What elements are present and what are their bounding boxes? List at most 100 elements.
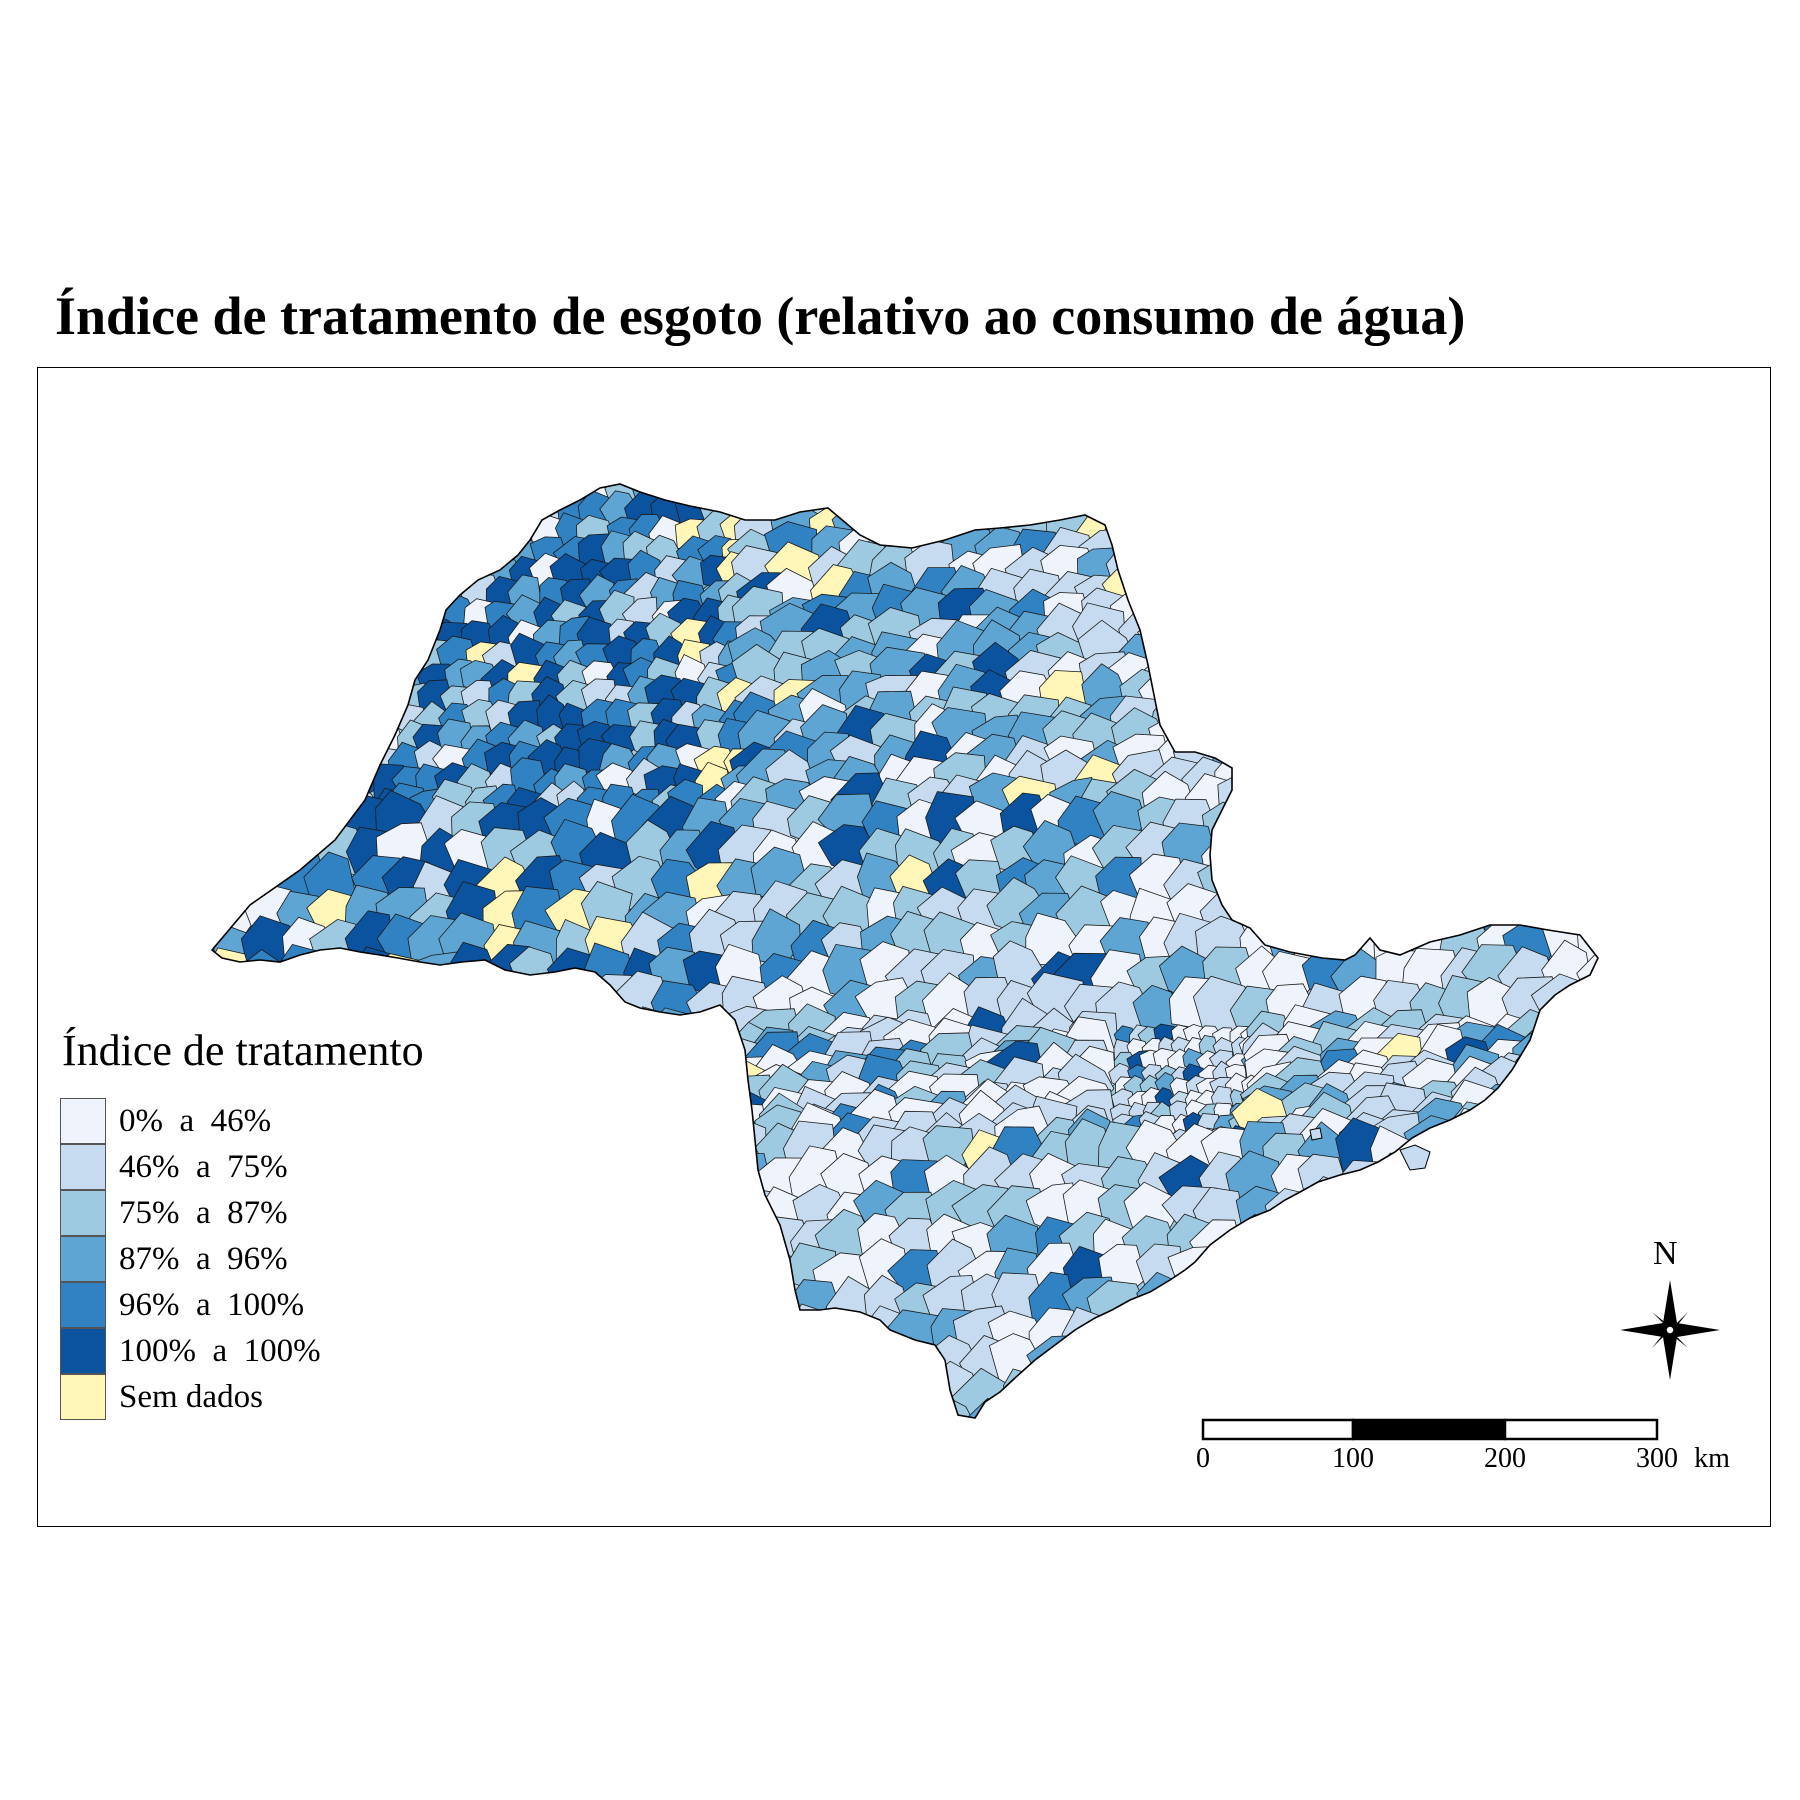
municipality-area bbox=[434, 484, 475, 514]
municipality-area bbox=[1452, 1107, 1503, 1168]
municipality-area bbox=[653, 484, 693, 491]
municipality-area bbox=[1371, 1308, 1429, 1371]
municipality-area bbox=[1581, 1190, 1598, 1246]
municipality-area bbox=[322, 725, 356, 765]
municipality-area bbox=[1570, 860, 1598, 917]
municipality-area bbox=[789, 1331, 845, 1387]
municipality-area bbox=[651, 1095, 705, 1152]
municipality-area bbox=[1553, 526, 1598, 583]
municipality-area bbox=[1519, 749, 1573, 810]
municipality-area bbox=[550, 484, 595, 495]
municipality-area bbox=[1237, 856, 1292, 911]
municipality-area bbox=[1566, 1204, 1598, 1266]
municipality-area bbox=[1433, 1192, 1487, 1243]
municipality-area bbox=[591, 1331, 641, 1391]
municipality-area bbox=[482, 1028, 536, 1076]
municipality-area bbox=[1588, 1101, 1598, 1164]
municipality-area bbox=[821, 1372, 880, 1418]
municipality-area bbox=[212, 970, 257, 1025]
municipality-area bbox=[518, 1040, 567, 1090]
municipality-area bbox=[1173, 564, 1231, 622]
municipality-area bbox=[1142, 484, 1199, 517]
municipality-area bbox=[1209, 484, 1266, 500]
municipality-area bbox=[1300, 801, 1352, 848]
municipality-area bbox=[1240, 484, 1296, 533]
municipality-area bbox=[692, 1114, 743, 1170]
municipality-area bbox=[1204, 484, 1268, 533]
municipality-area bbox=[1071, 484, 1129, 515]
municipality-area bbox=[440, 1010, 503, 1066]
municipality-area bbox=[1224, 1309, 1281, 1367]
municipality-area bbox=[256, 618, 292, 658]
municipality-area bbox=[1434, 1251, 1492, 1308]
municipality-area bbox=[1487, 733, 1540, 790]
scale-tick-300: 300 bbox=[1636, 1443, 1678, 1474]
legend-label: 96% a 100% bbox=[119, 1286, 305, 1323]
municipality-area bbox=[314, 591, 354, 632]
municipality-area bbox=[1434, 1129, 1488, 1183]
municipality-area bbox=[1200, 1250, 1251, 1305]
legend-item: Sem dados bbox=[60, 1374, 424, 1420]
municipality-area bbox=[519, 1118, 574, 1179]
municipality-area bbox=[483, 1393, 535, 1418]
municipality-area bbox=[393, 531, 426, 572]
municipality-area bbox=[1574, 1029, 1598, 1091]
municipality-area bbox=[367, 637, 410, 672]
municipality-area bbox=[212, 601, 242, 635]
municipality-area bbox=[249, 677, 288, 713]
municipality-area bbox=[1553, 653, 1598, 713]
municipality-area bbox=[472, 1211, 534, 1271]
municipality-area bbox=[1348, 584, 1401, 639]
municipality-area bbox=[250, 515, 289, 558]
municipality-area bbox=[1585, 1018, 1598, 1072]
municipality-area bbox=[648, 1243, 709, 1297]
municipality-area bbox=[212, 552, 217, 591]
municipality-area bbox=[1473, 1365, 1527, 1418]
municipality-area bbox=[445, 1095, 505, 1149]
municipality-area bbox=[279, 484, 314, 508]
municipality-area bbox=[345, 724, 385, 760]
municipality-area bbox=[212, 597, 221, 640]
municipality-area bbox=[1234, 800, 1293, 856]
municipality-area bbox=[757, 1362, 813, 1418]
municipality-area bbox=[721, 1246, 768, 1306]
municipality-area bbox=[1432, 1155, 1488, 1217]
municipality-area bbox=[450, 1079, 509, 1136]
municipality-area bbox=[1283, 696, 1334, 750]
municipality-area bbox=[938, 484, 987, 501]
municipality-area bbox=[1524, 504, 1584, 558]
municipality-area bbox=[299, 634, 336, 675]
municipality-area bbox=[1108, 488, 1166, 544]
municipality-area bbox=[469, 1035, 533, 1091]
municipality-area bbox=[212, 613, 222, 651]
municipality-area bbox=[543, 1180, 606, 1237]
municipality-area bbox=[1248, 724, 1306, 786]
municipality-area bbox=[1523, 688, 1582, 748]
municipality-area bbox=[1517, 1119, 1570, 1175]
municipality-area bbox=[1002, 1368, 1054, 1418]
municipality-area bbox=[1447, 484, 1502, 511]
municipality-area bbox=[212, 534, 242, 577]
municipality-area bbox=[691, 1016, 739, 1075]
municipality-area bbox=[513, 1061, 564, 1117]
municipality-area bbox=[1281, 738, 1337, 787]
municipality-area bbox=[586, 1367, 641, 1418]
municipality-area bbox=[413, 495, 452, 536]
municipality-area bbox=[1262, 795, 1316, 849]
municipality-area bbox=[657, 1051, 712, 1102]
legend-label: 100% a 100% bbox=[119, 1332, 321, 1369]
municipality-area bbox=[486, 1336, 542, 1395]
legend-swatch bbox=[60, 1282, 106, 1328]
municipality-area bbox=[212, 532, 221, 574]
municipality-area bbox=[1385, 545, 1442, 601]
municipality-area bbox=[212, 557, 244, 591]
municipality-area bbox=[1409, 855, 1461, 915]
municipality-area bbox=[448, 1129, 501, 1186]
municipality-area bbox=[551, 1369, 605, 1418]
municipality-area bbox=[222, 762, 260, 805]
municipality-area bbox=[1481, 1108, 1538, 1165]
municipality-area bbox=[1331, 1251, 1393, 1306]
municipality-area bbox=[1343, 503, 1402, 563]
municipality-area bbox=[1125, 1403, 1185, 1418]
municipality-area bbox=[1209, 484, 1264, 516]
